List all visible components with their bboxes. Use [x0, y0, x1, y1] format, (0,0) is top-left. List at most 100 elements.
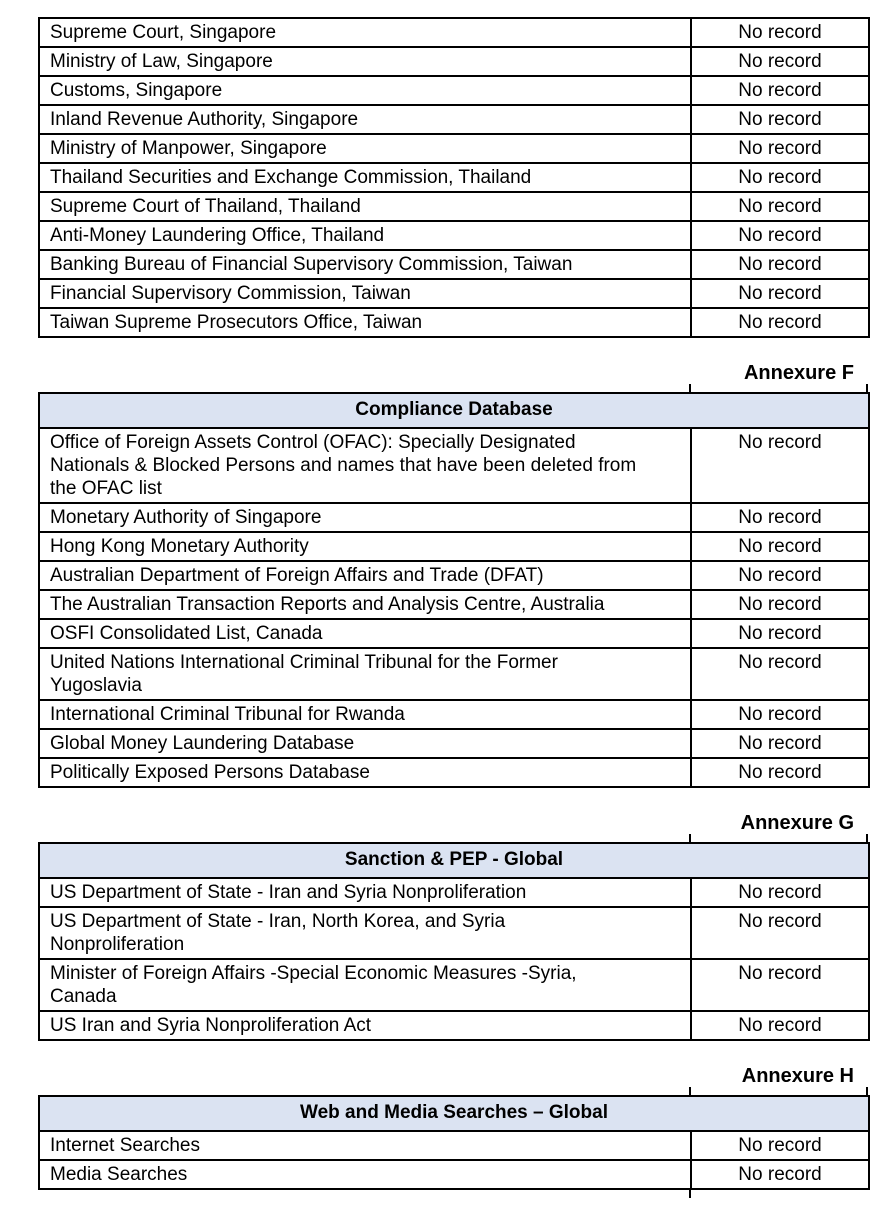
source-cell: US Iran and Syria Nonproliferation Act [38, 1010, 692, 1041]
source-cell: Inland Revenue Authority, Singapore [38, 104, 692, 135]
table-title-row: Compliance Database [38, 392, 870, 429]
table-row: Thailand Securities and Exchange Commiss… [38, 162, 870, 193]
annexure-label-h: Annexure H [741, 1065, 854, 1087]
table-row: Politically Exposed Persons Database No … [38, 757, 870, 788]
table-row: OSFI Consolidated List, Canada No record [38, 618, 870, 649]
web-media-searches-block: Web and Media Searches – Global Internet… [37, 1087, 871, 1198]
table-row: Minister of Foreign Affairs -Special Eco… [38, 958, 870, 1012]
result-cell: No record [690, 75, 870, 106]
right-border-tick [866, 1087, 868, 1095]
result-cell: No record [690, 191, 870, 222]
result-cell: No record [690, 46, 870, 77]
web-media-searches-table: Web and Media Searches – Global Internet… [37, 1095, 871, 1190]
table-row: International Criminal Tribunal for Rwan… [38, 699, 870, 730]
result-cell: No record [690, 104, 870, 135]
result-cell: No record [690, 427, 870, 504]
table-row: Supreme Court, Singapore No record [38, 17, 870, 48]
source-cell: Customs, Singapore [38, 75, 692, 106]
source-cell: Politically Exposed Persons Database [38, 757, 692, 788]
result-cell: No record [690, 278, 870, 309]
source-cell: Australian Department of Foreign Affairs… [38, 560, 692, 591]
result-cell: No record [690, 877, 870, 908]
table-row: Anti-Money Laundering Office, Thailand N… [38, 220, 870, 251]
source-cell: Supreme Court of Thailand, Thailand [38, 191, 692, 222]
source-cell: Hong Kong Monetary Authority [38, 531, 692, 562]
source-cell: Ministry of Manpower, Singapore [38, 133, 692, 164]
source-cell: OSFI Consolidated List, Canada [38, 618, 692, 649]
source-cell: Monetary Authority of Singapore [38, 502, 692, 533]
source-cell: Anti-Money Laundering Office, Thailand [38, 220, 692, 251]
source-cell: Financial Supervisory Commission, Taiwan [38, 278, 692, 309]
result-cell: No record [690, 162, 870, 193]
table-row: Hong Kong Monetary Authority No record [38, 531, 870, 562]
table-title: Web and Media Searches – Global [37, 1095, 871, 1132]
source-cell: Media Searches [38, 1159, 692, 1190]
column-divider-tick [689, 384, 691, 392]
result-cell: No record [690, 618, 870, 649]
table-row: US Department of State - Iran and Syria … [38, 877, 870, 908]
table-title: Sanction & PEP - Global [38, 842, 870, 879]
result-cell: No record [690, 647, 870, 701]
source-cell: International Criminal Tribunal for Rwan… [38, 699, 692, 730]
result-cell: No record [690, 958, 870, 1012]
result-cell: No record [690, 560, 870, 591]
source-cell: Minister of Foreign Affairs -Special Eco… [38, 958, 692, 1012]
registry-results-table: Supreme Court, Singapore No record Minis… [38, 17, 870, 338]
result-cell: No record [690, 220, 870, 251]
source-cell: US Department of State - Iran and Syria … [38, 877, 692, 908]
result-cell: No record [690, 133, 870, 164]
table-row: US Iran and Syria Nonproliferation Act N… [38, 1010, 870, 1041]
result-cell: No record [690, 757, 870, 788]
table-row: Global Money Laundering Database No reco… [38, 728, 870, 759]
table-row: Monetary Authority of Singapore No recor… [38, 502, 870, 533]
table-row: Internet Searches No record [38, 1130, 871, 1161]
source-cell: The Australian Transaction Reports and A… [38, 589, 692, 620]
sanction-pep-table: Sanction & PEP - Global US Department of… [38, 842, 870, 1041]
right-border-tick [866, 834, 868, 842]
table-title-row: Sanction & PEP - Global [38, 842, 870, 879]
table-title: Compliance Database [38, 392, 870, 429]
source-cell: US Department of State - Iran, North Kor… [38, 906, 692, 960]
result-cell: No record [690, 17, 870, 48]
source-cell: Taiwan Supreme Prosecutors Office, Taiwa… [38, 307, 692, 338]
table-row: Australian Department of Foreign Affairs… [38, 560, 870, 591]
registry-results-block: Supreme Court, Singapore No record Minis… [38, 17, 870, 338]
sanction-pep-block: Sanction & PEP - Global US Department of… [38, 834, 870, 1041]
right-border-tick [866, 384, 868, 392]
result-cell: No record [690, 728, 870, 759]
table-row: Supreme Court of Thailand, Thailand No r… [38, 191, 870, 222]
result-cell: No record [689, 1130, 871, 1161]
result-cell: No record [690, 906, 870, 960]
source-cell: Global Money Laundering Database [38, 728, 692, 759]
table-row: Inland Revenue Authority, Singapore No r… [38, 104, 870, 135]
source-cell: Internet Searches [38, 1130, 692, 1161]
compliance-database-table: Compliance Database Office of Foreign As… [38, 392, 870, 788]
result-cell: No record [690, 307, 870, 338]
table-row: Financial Supervisory Commission, Taiwan… [38, 278, 870, 309]
table-row: United Nations International Criminal Tr… [38, 647, 870, 701]
column-divider-tick [689, 834, 691, 842]
table-row: Media Searches No record [38, 1159, 871, 1190]
source-cell: Banking Bureau of Financial Supervisory … [38, 249, 692, 280]
table-row: Ministry of Law, Singapore No record [38, 46, 870, 77]
result-cell: No record [690, 502, 870, 533]
source-cell: Ministry of Law, Singapore [38, 46, 692, 77]
source-cell: Thailand Securities and Exchange Commiss… [38, 162, 692, 193]
source-cell: Office of Foreign Assets Control (OFAC):… [38, 427, 692, 504]
column-divider-tick [689, 1190, 691, 1198]
table-row: Taiwan Supreme Prosecutors Office, Taiwa… [38, 307, 870, 338]
table-row: Office of Foreign Assets Control (OFAC):… [38, 427, 870, 504]
table-row: Banking Bureau of Financial Supervisory … [38, 249, 870, 280]
annexure-label-f: Annexure F [743, 362, 854, 384]
result-cell: No record [690, 1010, 870, 1041]
result-cell: No record [689, 1159, 871, 1190]
result-cell: No record [690, 699, 870, 730]
result-cell: No record [690, 249, 870, 280]
annexure-label-g: Annexure G [740, 812, 854, 834]
compliance-database-block: Compliance Database Office of Foreign As… [38, 384, 870, 788]
source-cell: United Nations International Criminal Tr… [38, 647, 692, 701]
table-row: US Department of State - Iran, North Kor… [38, 906, 870, 960]
source-cell: Supreme Court, Singapore [38, 17, 692, 48]
result-cell: No record [690, 531, 870, 562]
table-row: The Australian Transaction Reports and A… [38, 589, 870, 620]
